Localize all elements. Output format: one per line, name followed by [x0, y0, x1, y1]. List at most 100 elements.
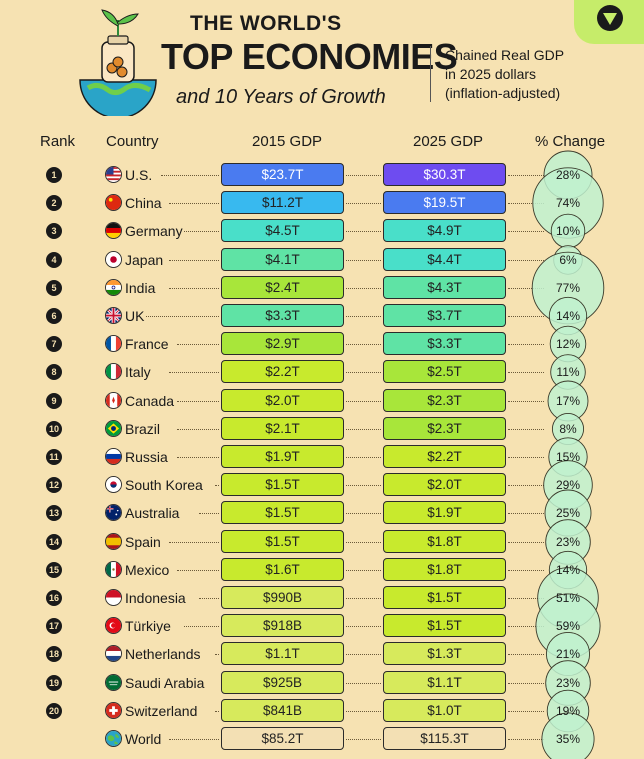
- dotted-leader: [508, 683, 544, 684]
- rank-badge: 5: [46, 280, 62, 296]
- rank-badge: 10: [46, 421, 62, 437]
- dotted-leader: [508, 260, 544, 261]
- dotted-leader: [346, 429, 381, 430]
- rank-badge: 4: [46, 252, 62, 268]
- uk-flag-icon: [105, 307, 122, 324]
- gdp-2015-cell: $1.5T: [221, 473, 344, 496]
- table-row: 19 Saudi Arabia $925B $1.1T 23%: [0, 669, 644, 697]
- gdp-2025-cell: $1.0T: [383, 699, 506, 722]
- dotted-leader: [184, 231, 219, 232]
- table-row: 16 Indonesia $990B $1.5T 51%: [0, 584, 644, 612]
- country-name: Australia: [125, 505, 180, 521]
- dotted-leader: [184, 626, 219, 627]
- title-line-3: and 10 Years of Growth: [176, 86, 386, 108]
- table-row: 12 South Korea $1.5T $2.0T 29%: [0, 471, 644, 499]
- dotted-leader: [346, 542, 381, 543]
- canada-flag-icon: [105, 392, 122, 409]
- gdp-2015-cell: $85.2T: [221, 727, 344, 750]
- dotted-leader: [176, 401, 219, 402]
- title-line-2: TOP ECONOMIES: [161, 36, 458, 77]
- country-name: Italy: [125, 364, 151, 380]
- gdp-2015-cell: $2.9T: [221, 332, 344, 355]
- rank-badge: [46, 731, 62, 747]
- dotted-leader: [508, 598, 544, 599]
- rank-badge: 11: [46, 449, 62, 465]
- percent-change-label: 35%: [555, 732, 581, 746]
- percent-change-label: 74%: [555, 196, 581, 210]
- country-name: Netherlands: [125, 646, 201, 662]
- gdp-2025-cell: $1.8T: [383, 530, 506, 553]
- japan-flag-icon: [105, 251, 122, 268]
- dotted-leader: [346, 513, 381, 514]
- dotted-leader: [346, 175, 381, 176]
- rank-badge: 20: [46, 703, 62, 719]
- table-row: 18 Netherlands $1.1T $1.3T 21%: [0, 640, 644, 668]
- dotted-leader: [508, 175, 544, 176]
- dotted-leader: [346, 485, 381, 486]
- gdp-2015-cell: $23.7T: [221, 163, 344, 186]
- us-flag-icon: [105, 166, 122, 183]
- column-header-percent-change: % Change: [535, 133, 606, 150]
- table-row: 4 Japan $4.1T $4.4T 6%: [0, 246, 644, 274]
- gdp-2015-cell: $918B: [221, 614, 344, 637]
- dotted-leader: [346, 711, 381, 712]
- gdp-2025-cell: $2.3T: [383, 417, 506, 440]
- dotted-leader: [508, 457, 544, 458]
- dotted-leader: [169, 288, 219, 289]
- gdp-2025-cell: $3.7T: [383, 304, 506, 327]
- gdp-2015-cell: $1.5T: [221, 501, 344, 524]
- percent-change-label: 51%: [555, 591, 581, 605]
- gdp-2015-cell: $2.4T: [221, 276, 344, 299]
- rank-badge: 1: [46, 167, 62, 183]
- percent-change-label: 59%: [555, 619, 581, 633]
- gdp-2015-cell: $1.5T: [221, 530, 344, 553]
- percent-change-label: 10%: [555, 224, 581, 238]
- percent-change-label: 17%: [555, 394, 581, 408]
- table-row: 3 Germany $4.5T $4.9T 10%: [0, 217, 644, 245]
- dotted-leader: [176, 570, 219, 571]
- dotted-leader: [346, 598, 381, 599]
- turkiye-flag-icon: [105, 617, 122, 634]
- country-name: Türkiye: [125, 618, 171, 634]
- dotted-leader: [169, 260, 219, 261]
- gdp-2015-cell: $2.2T: [221, 360, 344, 383]
- percent-change-label: 23%: [555, 676, 581, 690]
- switzerland-flag-icon: [105, 702, 122, 719]
- gdp-2015-cell: $1.9T: [221, 445, 344, 468]
- note-line-3: (inflation-adjusted): [445, 85, 561, 101]
- table-row: 11 Russia $1.9T $2.2T 15%: [0, 443, 644, 471]
- rank-badge: 9: [46, 393, 62, 409]
- rank-badge: 13: [46, 505, 62, 521]
- table-row: 15 Mexico $1.6T $1.8T 14%: [0, 556, 644, 584]
- rank-badge: 15: [46, 562, 62, 578]
- percent-change-label: 28%: [555, 168, 581, 182]
- dotted-leader: [508, 316, 544, 317]
- gdp-2025-cell: $1.5T: [383, 614, 506, 637]
- gdp-2025-cell: $3.3T: [383, 332, 506, 355]
- gdp-2025-cell: $1.3T: [383, 642, 506, 665]
- title-line-1: THE WORLD'S: [190, 12, 342, 35]
- dotted-leader: [508, 513, 544, 514]
- dotted-leader: [199, 598, 219, 599]
- rank-badge: 7: [46, 336, 62, 352]
- dotted-leader: [346, 654, 381, 655]
- rank-badge: 6: [46, 308, 62, 324]
- gdp-2015-cell: $1.6T: [221, 558, 344, 581]
- dotted-leader: [346, 260, 381, 261]
- percent-change-label: 21%: [555, 647, 581, 661]
- column-header-2015-gdp: 2015 GDP: [252, 133, 323, 150]
- gdp-2015-cell: $11.2T: [221, 191, 344, 214]
- dotted-leader: [169, 203, 219, 204]
- column-header-rank: Rank: [40, 133, 76, 150]
- rank-badge: 17: [46, 618, 62, 634]
- dotted-leader: [346, 739, 381, 740]
- dotted-leader: [346, 344, 381, 345]
- percent-change-label: 25%: [555, 506, 581, 520]
- indonesia-flag-icon: [105, 589, 122, 606]
- gdp-2015-cell: $3.3T: [221, 304, 344, 327]
- table-row: 9 Canada $2.0T $2.3T 17%: [0, 387, 644, 415]
- dotted-leader: [346, 203, 381, 204]
- column-header-2025-gdp: 2025 GDP: [413, 133, 484, 150]
- rank-badge: 16: [46, 590, 62, 606]
- dotted-leader: [169, 372, 219, 373]
